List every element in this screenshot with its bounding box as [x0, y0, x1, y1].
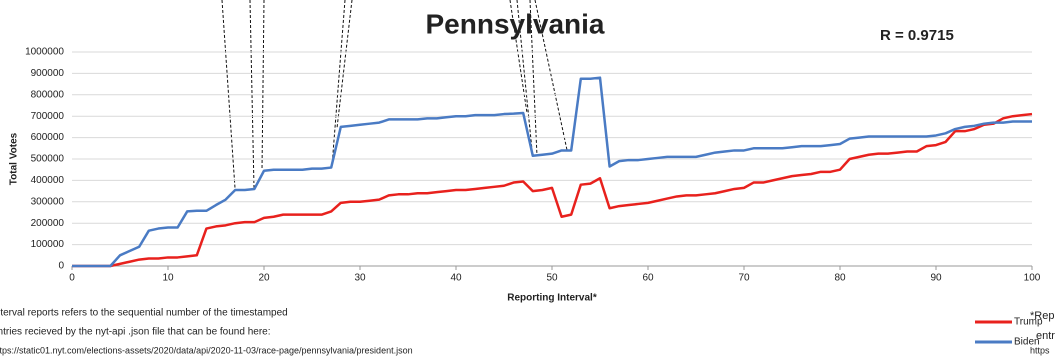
- y-tick-label: 300000: [31, 196, 65, 207]
- x-tick-label: 90: [930, 273, 942, 284]
- side-note: entr: [1036, 330, 1055, 342]
- y-tick-label: 100000: [31, 239, 65, 250]
- x-axis-label: Reporting Interval*: [507, 293, 597, 304]
- series-line: [72, 76, 1032, 268]
- x-tick-label: 20: [258, 273, 270, 284]
- chart-title: Pennsylvania: [426, 8, 605, 39]
- side-note: https: [1030, 345, 1050, 355]
- y-tick-label: 1000000: [25, 47, 64, 58]
- footnote: entries recieved by the nyt-api .json fi…: [0, 327, 271, 338]
- x-tick-label: 30: [354, 273, 366, 284]
- x-tick-label: 80: [834, 273, 846, 284]
- x-tick-label: 0: [69, 273, 75, 284]
- annotation: R = 0.9715: [880, 27, 954, 44]
- x-tick-label: 10: [162, 273, 174, 284]
- x-tick-label: 50: [546, 273, 558, 284]
- y-tick-label: 0: [58, 261, 64, 272]
- y-tick-label: 200000: [31, 218, 65, 229]
- side-note: *Rep: [1030, 310, 1054, 322]
- y-tick-label: 800000: [31, 89, 65, 100]
- annotation-pointers: [221, 0, 568, 189]
- x-tick-label: 100: [1024, 273, 1041, 284]
- x-tick-label: 40: [450, 273, 462, 284]
- y-axis-label: Total Votes: [9, 132, 20, 185]
- y-tick-label: 900000: [31, 68, 65, 79]
- x-tick-label: 60: [642, 273, 654, 284]
- series-line: [72, 112, 1033, 268]
- y-tick-label: 500000: [31, 154, 65, 165]
- footnote: https://static01.nyt.com/elections-asset…: [0, 345, 413, 355]
- y-tick-label: 700000: [31, 111, 65, 122]
- y-tick-label: 400000: [31, 175, 65, 186]
- y-tick-label: 600000: [31, 132, 65, 143]
- footnote: Interval reports refers to the sequentia…: [0, 308, 288, 319]
- legend-label: Biden: [1014, 337, 1040, 348]
- x-tick-label: 70: [738, 273, 750, 284]
- legend-label: Trump: [1014, 317, 1043, 328]
